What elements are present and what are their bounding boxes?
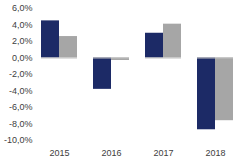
svg-text:2015: 2015 bbox=[49, 148, 69, 158]
svg-text:2018: 2018 bbox=[205, 148, 225, 158]
svg-text:-4,0%: -4,0% bbox=[9, 86, 33, 96]
svg-text:6,0%: 6,0% bbox=[12, 3, 33, 13]
svg-text:-6,0%: -6,0% bbox=[9, 102, 33, 112]
svg-text:4,0%: 4,0% bbox=[12, 20, 33, 30]
svg-text:-10,0%: -10,0% bbox=[4, 135, 33, 145]
svg-text:-8,0%: -8,0% bbox=[9, 119, 33, 129]
svg-text:2016: 2016 bbox=[101, 148, 121, 158]
svg-text:2,0%: 2,0% bbox=[12, 36, 33, 46]
svg-text:0,0%: 0,0% bbox=[12, 53, 33, 63]
svg-text:2017: 2017 bbox=[153, 148, 173, 158]
svg-text:-2,0%: -2,0% bbox=[9, 69, 33, 79]
